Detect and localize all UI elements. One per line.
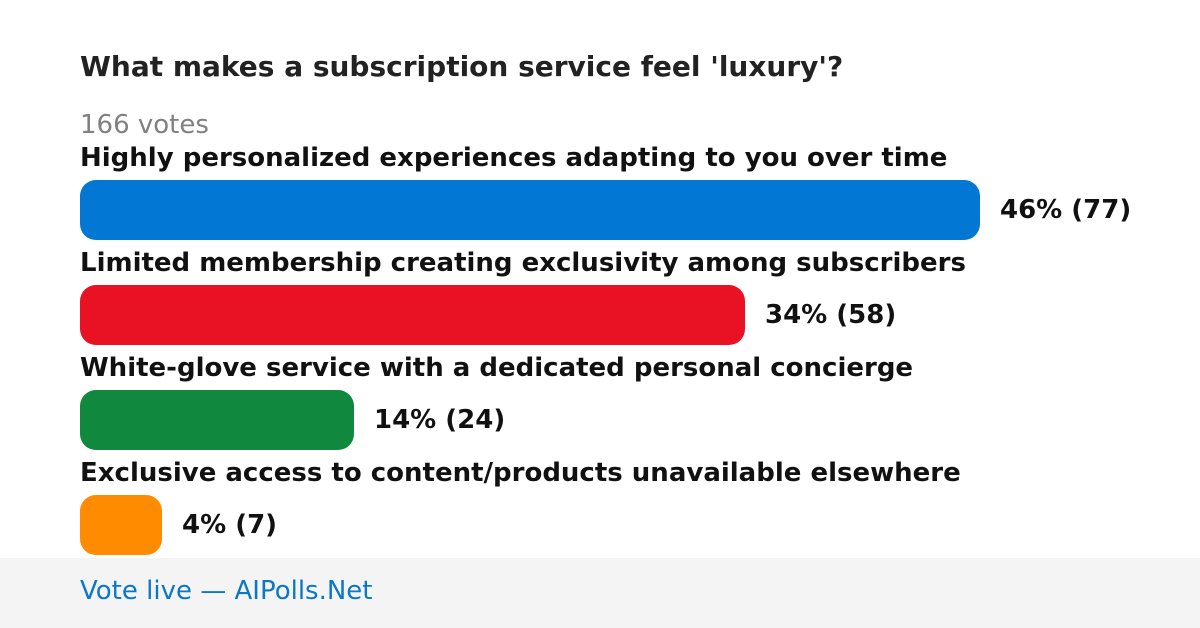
option-label: Exclusive access to content/products una… [80,458,961,488]
poll-title: What makes a subscription service feel '… [80,50,844,83]
option-label: Limited membership creating exclusivity … [80,248,966,278]
option-label: Highly personalized experiences adapting… [80,143,948,173]
option-bar [80,285,745,345]
vote-count: 166 votes [80,110,209,140]
option-label: White-glove service with a dedicated per… [80,353,914,383]
option-bar [80,390,354,450]
option-bar [80,180,980,240]
option-value: 46% (77) [1000,195,1132,225]
vote-live-link[interactable]: Vote live — AIPolls.Net [80,576,373,606]
option-value: 4% (7) [182,510,278,540]
option-value: 34% (58) [765,300,897,330]
footer: Vote live — AIPolls.Net [0,558,1200,628]
option-value: 14% (24) [374,405,506,435]
option-bar [80,495,162,555]
